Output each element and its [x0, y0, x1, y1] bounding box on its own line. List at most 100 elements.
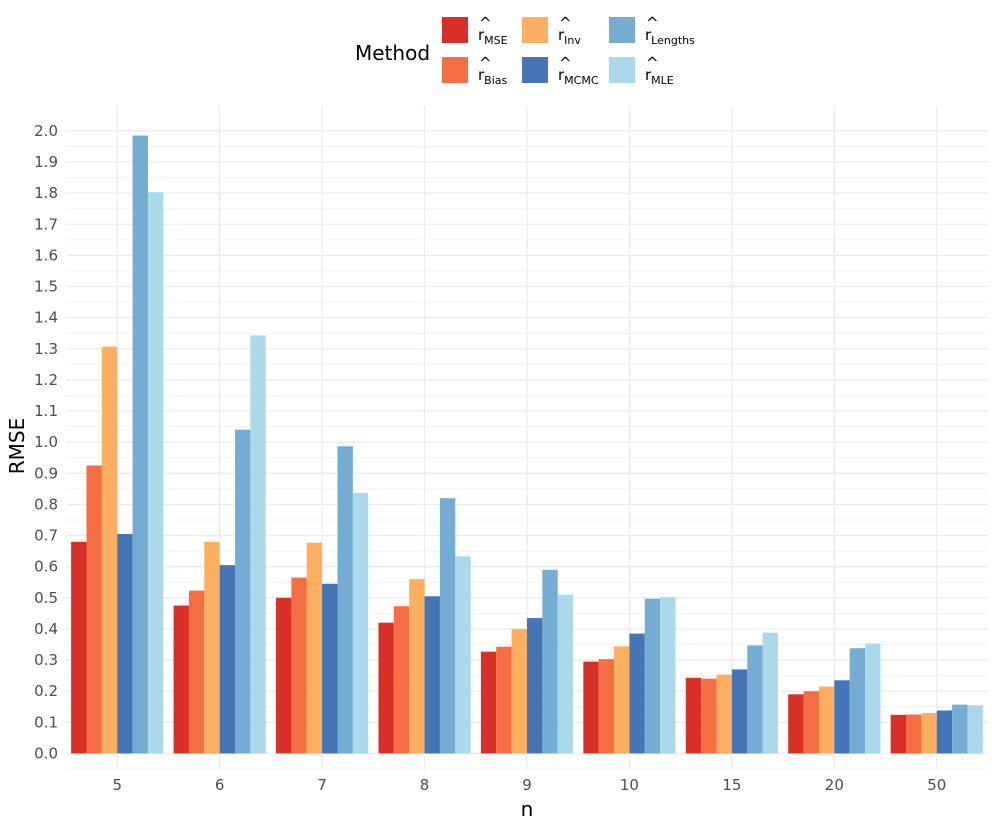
- bar-bias-n5: [86, 465, 102, 754]
- bar-mcmc-n5: [117, 533, 133, 754]
- bar-mcmc-n9: [527, 618, 543, 754]
- bar-lengths-n7: [337, 446, 353, 754]
- bar-bias-n15: [701, 678, 717, 754]
- bar-mle-n5: [147, 192, 164, 754]
- y-tick-label: 0.8: [34, 495, 58, 513]
- legend-item-inv: ^rInv: [522, 14, 581, 47]
- bar-mcmc-n50: [936, 710, 953, 754]
- bar-inv-n8: [409, 579, 425, 754]
- bar-mle-n15: [762, 632, 778, 754]
- bar-mcmc-n20: [834, 680, 850, 754]
- x-tick-label: 9: [522, 776, 532, 794]
- legend-title: Method: [355, 41, 430, 65]
- legend-label: rBias: [478, 66, 508, 87]
- y-tick-label: 0.6: [34, 558, 58, 576]
- hat-symbol: ^: [559, 54, 572, 72]
- bar-mle-n6: [250, 335, 266, 754]
- bar-inv-n9: [511, 628, 527, 754]
- bar-mse-n6: [173, 605, 189, 754]
- bar-bias-n8: [393, 606, 410, 754]
- bar-mse-n8: [378, 622, 394, 754]
- hat-symbol: ^: [479, 14, 492, 32]
- y-tick-label: 0.1: [34, 713, 58, 731]
- bar-bias-n6: [188, 590, 205, 754]
- legend-key: [442, 17, 468, 43]
- hat-symbol: ^: [479, 54, 492, 72]
- bar-mle-n9: [557, 594, 574, 754]
- legend-key: [522, 17, 548, 43]
- x-axis-title: n: [521, 797, 534, 821]
- y-tick-label: 0.0: [34, 744, 58, 762]
- bar-mcmc-n7: [322, 583, 338, 754]
- bar-lengths-n20: [849, 648, 866, 754]
- y-tick-label: 2.0: [34, 122, 58, 140]
- bar-inv-n6: [204, 541, 220, 754]
- bar-mle-n10: [660, 597, 676, 754]
- y-tick-label: 0.2: [34, 682, 58, 700]
- x-tick-label: 6: [215, 776, 225, 794]
- bar-lengths-n6: [235, 429, 251, 754]
- bar-mcmc-n6: [219, 565, 236, 754]
- x-tick-label: 10: [620, 776, 639, 794]
- y-tick-label: 1.0: [34, 433, 58, 451]
- legend-item-mcmc: ^rMCMC: [522, 54, 599, 87]
- hat-symbol: ^: [646, 14, 659, 32]
- bar-mle-n8: [455, 556, 471, 754]
- y-tick-label: 0.5: [34, 589, 58, 607]
- legend-item-mle: ^rMLE: [609, 54, 674, 87]
- bar-bias-n50: [906, 714, 922, 754]
- y-tick-label: 1.3: [34, 340, 58, 358]
- bar-mcmc-n15: [731, 669, 748, 754]
- legend-item-lengths: ^rLengths: [609, 14, 695, 47]
- bar-mse-n7: [276, 597, 292, 754]
- bar-mcmc-n8: [424, 596, 440, 754]
- bar-lengths-n8: [439, 498, 456, 754]
- bar-lengths-n10: [644, 598, 661, 754]
- hat-symbol: ^: [646, 54, 659, 72]
- y-tick-label: 1.8: [34, 184, 58, 202]
- y-tick-label: 1.4: [34, 309, 58, 327]
- y-tick-labels: 0.0 0.1 0.2 0.3 0.4 0.5 0.6 0.7 0.8 0.9 1.0 1.1 1.2 1…: [34, 122, 58, 763]
- x-tick-label: 8: [420, 776, 430, 794]
- hat-symbol: ^: [559, 14, 572, 32]
- bar-bias-n10: [598, 659, 615, 754]
- x-tick-label: 50: [927, 776, 946, 794]
- y-tick-label: 1.5: [34, 278, 58, 296]
- bar-mse-n20: [788, 694, 804, 754]
- legend-key: [609, 17, 635, 43]
- bar-inv-n10: [614, 646, 630, 754]
- x-tick-labels: 5 6 7 8 9 10 15 20 50: [112, 776, 946, 794]
- bar-mse-n50: [890, 714, 907, 754]
- y-tick-label: 0.9: [34, 464, 58, 482]
- bar-mse-n5: [71, 541, 87, 754]
- x-tick-label: 5: [112, 776, 122, 794]
- bar-mle-n7: [352, 492, 369, 754]
- bar-lengths-n15: [747, 645, 763, 754]
- legend-key: [442, 57, 468, 83]
- bar-mse-n9: [480, 651, 497, 754]
- bar-inv-n15: [716, 674, 732, 754]
- bar-bias-n20: [803, 691, 819, 754]
- x-tick-label: 7: [317, 776, 327, 794]
- bar-mle-n50: [967, 705, 983, 754]
- legend-label: rMLE: [645, 66, 674, 87]
- y-tick-label: 0.4: [34, 620, 58, 638]
- bar-bias-n7: [291, 577, 307, 754]
- bar-mle-n20: [865, 643, 881, 754]
- bar-lengths-n9: [542, 569, 558, 754]
- bar-inv-n7: [306, 542, 323, 754]
- legend: Method ^rMSE^rBias^rInv^rMCMC^rLengths^r…: [355, 14, 695, 87]
- y-tick-label: 1.6: [34, 246, 58, 264]
- bar-lengths-n50: [952, 704, 968, 754]
- y-tick-label: 1.7: [34, 215, 58, 233]
- bar-mse-n10: [583, 661, 599, 754]
- legend-key: [522, 57, 548, 83]
- bar-mse-n15: [685, 677, 702, 754]
- y-axis-title: RMSE: [5, 418, 29, 474]
- y-tick-label: 0.3: [34, 651, 58, 669]
- x-tick-label: 20: [825, 776, 844, 794]
- bar-inv-n50: [921, 712, 937, 754]
- legend-label: rMSE: [478, 26, 508, 47]
- legend-label: rMCMC: [558, 66, 599, 87]
